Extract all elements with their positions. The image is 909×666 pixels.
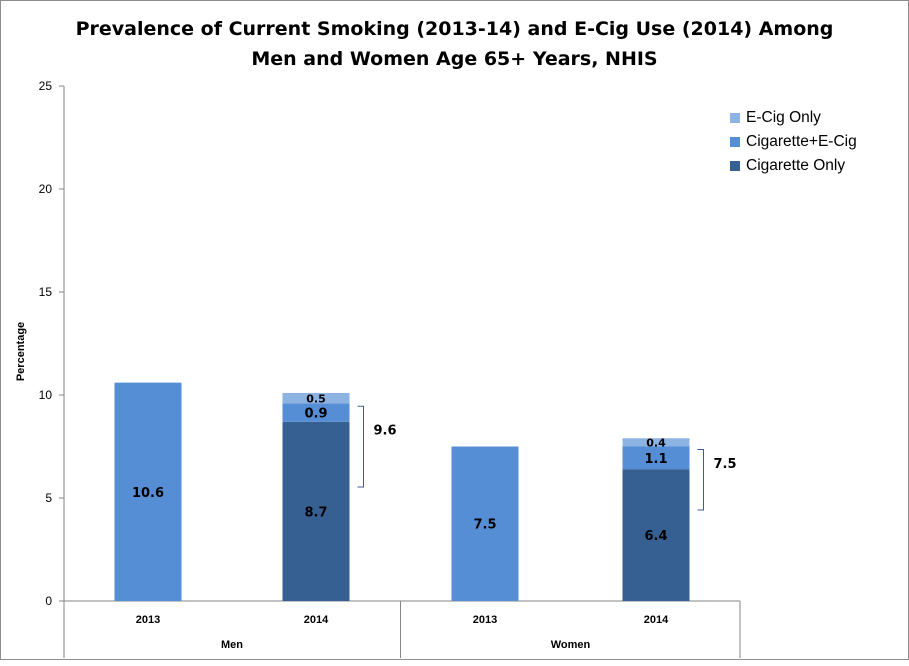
- chart-title-line2: Men and Women Age 65+ Years, NHIS: [251, 48, 658, 70]
- bar-data-label: 1.1: [644, 452, 667, 467]
- legend-label: Cigarette+E-Cig: [746, 133, 857, 150]
- x-category-label: 2013: [473, 614, 497, 626]
- legend-item: E-Cig Only: [730, 106, 857, 130]
- legend-label: Cigarette Only: [746, 157, 846, 174]
- bar-data-label: 0.5: [306, 392, 326, 405]
- bracket-total-label: 9.6: [374, 424, 397, 439]
- bar-segment: [451, 446, 519, 601]
- bar-segment: [622, 446, 690, 470]
- bar-segment: [282, 392, 350, 404]
- x-group-label: Women: [551, 639, 591, 651]
- bar-data-label: 8.7: [304, 505, 327, 520]
- x-category-label: 2014: [304, 614, 329, 626]
- bar-segment: [282, 403, 350, 422]
- legend-item: Cigarette Only: [730, 154, 857, 178]
- y-tick-label: 20: [39, 182, 53, 196]
- bracket-total-label: 7.5: [714, 457, 737, 472]
- bar-data-label: 10.6: [132, 486, 164, 501]
- legend-swatch: [730, 161, 740, 171]
- y-axis-title: Percentage: [15, 322, 27, 381]
- bracket: [697, 449, 704, 511]
- y-tick-label: 5: [45, 491, 52, 505]
- y-tick-label: 0: [45, 594, 52, 608]
- legend-swatch: [730, 137, 740, 147]
- y-tick-label: 10: [39, 388, 53, 402]
- x-category-label: 2014: [644, 614, 669, 626]
- legend-item: Cigarette+E-Cig: [730, 130, 857, 154]
- chart-title: Prevalence of Current Smoking (2013-14) …: [0, 14, 909, 74]
- x-group-label: Men: [221, 639, 243, 651]
- bar-data-label: 7.5: [473, 518, 496, 533]
- y-tick-label: 15: [39, 285, 53, 299]
- chart-title-line1: Prevalence of Current Smoking (2013-14) …: [75, 18, 834, 40]
- y-tick-label: 25: [39, 79, 53, 93]
- bar-segment: [622, 469, 690, 601]
- legend-label: E-Cig Only: [746, 109, 821, 126]
- legend-swatch: [730, 113, 740, 123]
- chart-legend: E-Cig Only Cigarette+E-Cig Cigarette Only: [730, 106, 857, 178]
- bar-data-label: 0.9: [304, 406, 327, 421]
- bar-data-label: 0.4: [646, 437, 666, 450]
- bracket: [357, 405, 364, 488]
- x-category-label: 2013: [136, 614, 160, 626]
- bar-segment: [282, 421, 350, 601]
- bar-segment: [622, 438, 690, 447]
- bar-data-label: 6.4: [644, 529, 667, 544]
- bar-segment: [114, 382, 182, 601]
